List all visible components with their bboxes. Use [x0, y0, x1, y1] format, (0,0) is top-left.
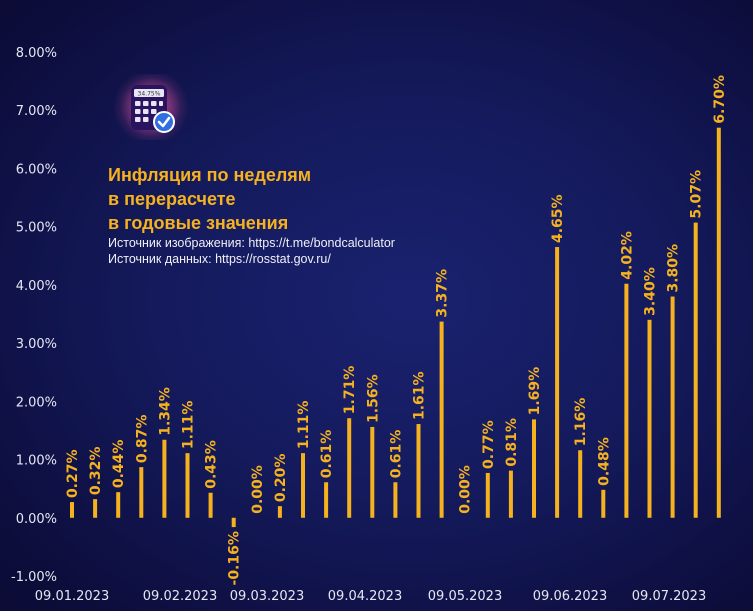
bar: [670, 296, 675, 518]
bar-value-label: 0.48%: [596, 437, 612, 486]
x-tick-label: 09.01.2023: [35, 589, 109, 604]
bar: [277, 506, 282, 518]
chart-title-line-3: в годовые значения: [108, 213, 289, 233]
bar: [647, 319, 652, 518]
x-tick-label: 09.06.2023: [533, 589, 607, 604]
bar: [139, 467, 144, 518]
bar: [208, 492, 213, 518]
y-tick-label: 4.00%: [16, 279, 57, 294]
data-source-text: Источник данных: https://rosstat.gov.ru/: [108, 252, 331, 266]
bar-value-label: 3.37%: [435, 269, 451, 318]
bar-value-label: 0.77%: [481, 420, 497, 469]
y-tick-label: 8.00%: [16, 46, 57, 61]
bar-value-label: 0.27%: [65, 449, 81, 498]
bar-value-label: 0.61%: [319, 430, 335, 479]
bar: [393, 482, 398, 518]
bar: [116, 492, 121, 518]
bar: [70, 502, 74, 518]
y-tick-label: 7.00%: [16, 104, 57, 119]
bar-value-label: 0.87%: [134, 415, 150, 464]
bar-value-label: 4.65%: [550, 194, 566, 243]
bar-value-label: 0.61%: [388, 430, 404, 479]
y-tick-label: 3.00%: [16, 337, 57, 352]
chart-title-line-1: Инфляция по неделям: [108, 165, 312, 185]
bar-value-label: 4.02%: [619, 231, 635, 280]
x-tick-label: 09.04.2023: [328, 589, 402, 604]
x-tick-label: 09.07.2023: [632, 589, 706, 604]
bar-value-label: 0.32%: [88, 447, 104, 496]
calculator-logo: 34.75%: [112, 69, 190, 145]
bar: [439, 321, 444, 518]
y-tick-label: -1.00%: [11, 570, 57, 585]
bars: [70, 127, 721, 528]
bar-value-label: 1.56%: [365, 374, 381, 423]
y-tick-label: 0.00%: [16, 512, 57, 527]
image-source-text: Источник изображения: https://t.me/bondc…: [108, 236, 395, 250]
bar-value-label: 0.00%: [458, 465, 474, 514]
bar-value-label: 0.20%: [273, 454, 289, 503]
bar: [231, 517, 236, 528]
y-tick-label: 6.00%: [16, 162, 57, 177]
y-tick-label: 5.00%: [16, 221, 57, 236]
bar: [324, 482, 329, 518]
bar: [601, 489, 606, 518]
bar: [555, 247, 560, 518]
y-axis: 8.00% 7.00% 6.00% 5.00% 4.00% 3.00% 2.00% 1.00%…: [11, 46, 57, 585]
bar: [370, 426, 375, 518]
bar: [693, 222, 698, 518]
bar-value-label: 1.16%: [573, 398, 589, 447]
bar: [93, 499, 98, 518]
bar-value-label: 0.00%: [250, 465, 266, 514]
bar: [162, 439, 167, 518]
x-axis: 09.01.2023 09.02.2023 09.03.2023 09.04.2023…: [35, 589, 706, 604]
bar-value-label: 3.80%: [666, 244, 682, 293]
bar: [301, 453, 305, 518]
svg-text:34.75%: 34.75%: [138, 91, 161, 98]
bar-value-label: 1.69%: [527, 367, 543, 416]
bar-value-label: 1.11%: [296, 401, 312, 450]
x-tick-label: 09.05.2023: [428, 589, 502, 604]
bar: [716, 127, 721, 518]
bar-value-label: 1.34%: [157, 387, 173, 436]
bar: [416, 424, 421, 518]
title-block: Инфляция по неделям в перерасчете в годо…: [108, 163, 488, 267]
y-tick-label: 2.00%: [16, 395, 57, 410]
x-tick-label: 09.03.2023: [230, 589, 304, 604]
bar-value-label: 0.43%: [204, 440, 220, 489]
chart-title-line-2: в перерасчете: [108, 189, 236, 209]
bar-value-label: 1.11%: [181, 401, 197, 450]
bar-value-label: 1.61%: [412, 371, 428, 420]
bar: [578, 450, 583, 518]
bar: [485, 472, 490, 518]
bar-value-label: 0.81%: [504, 418, 520, 467]
calculator-check-icon: 34.75%: [113, 69, 189, 145]
bar: [347, 418, 352, 518]
x-tick-label: 09.02.2023: [143, 589, 217, 604]
bar-value-label: 0.44%: [111, 440, 127, 489]
bar-value-label: 5.07%: [689, 170, 705, 219]
bar: [532, 419, 536, 518]
bar: [508, 470, 513, 518]
bar-value-label: 1.71%: [342, 366, 358, 415]
bar-value-label: -0.16%: [227, 531, 243, 585]
bar: [624, 283, 629, 518]
bar-value-label: 6.70%: [712, 75, 728, 124]
y-tick-label: 1.00%: [16, 454, 57, 469]
value-labels: 0.27% 0.32% 0.44% 0.87% 1.34% 1.11% 0.43% -0.16…: [65, 75, 728, 585]
bar-value-label: 3.40%: [643, 267, 659, 316]
bar: [185, 453, 190, 518]
